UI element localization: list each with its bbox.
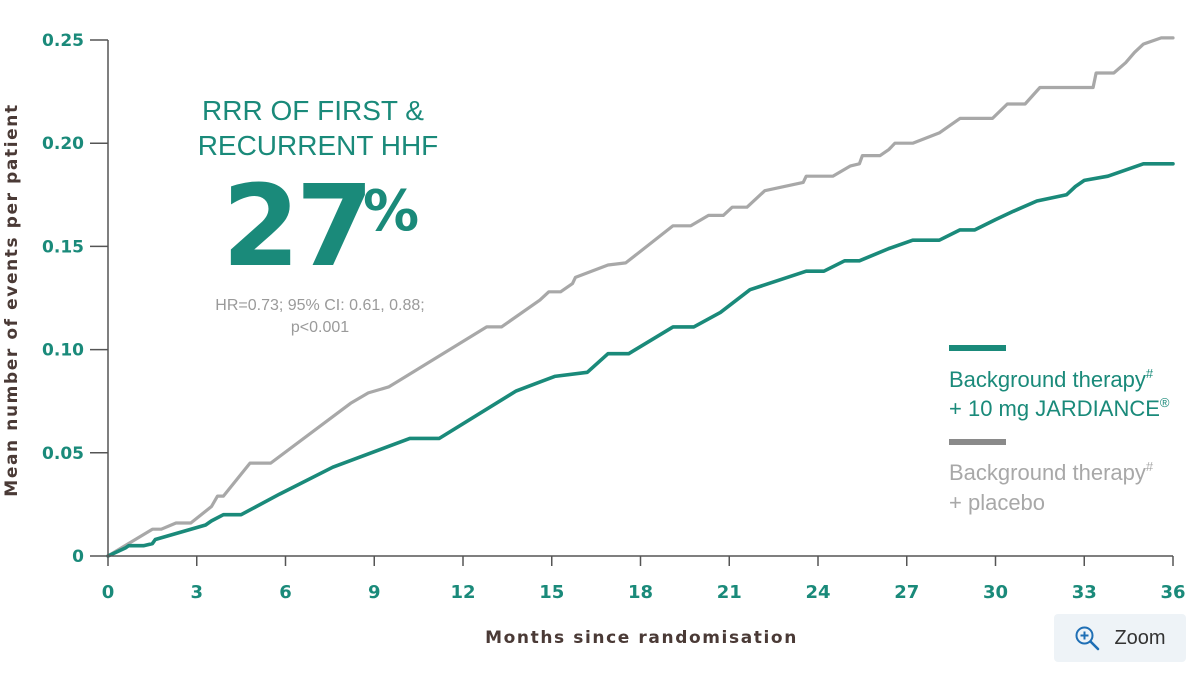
legend: Background therapy# + 10 mg JARDIANCE® B… [949,345,1170,515]
x-tick-label: 18 [628,582,653,603]
x-tick-label: 12 [450,582,475,603]
y-tick-label: 0 [72,547,84,567]
x-tick-label: 9 [368,582,381,603]
annotation-value: 27 [222,162,370,292]
y-tick-label: 0.05 [42,444,84,464]
zoom-in-icon [1075,626,1100,651]
legend-label-jardiance-line1: Background therapy# [949,366,1154,392]
annotation-stats-line1: HR=0.73; 95% CI: 0.61, 0.88; [215,297,424,314]
y-tick-label: 0.15 [42,237,84,257]
x-tick-label: 6 [279,582,292,603]
x-tick-label: 21 [717,582,742,603]
annotation-stats-line2: p<0.001 [291,319,349,336]
x-tick-label: 27 [894,582,919,603]
legend-label-jardiance-line2: + 10 mg JARDIANCE® [949,395,1170,421]
series-layer [106,36,1175,558]
annotation-title-line1: RRR OF FIRST & [202,95,424,126]
x-tick-label: 24 [805,582,830,603]
x-axis-title: Months since randomisation [485,628,798,648]
series-line-jardiance [106,162,1175,558]
annotation-unit: % [363,179,419,244]
x-tick-label: 36 [1160,582,1185,603]
zoom-label: Zoom [1114,626,1166,649]
legend-label-placebo-line2: + placebo [949,490,1045,515]
annotation-title-line2: RECURRENT HHF [198,130,439,161]
y-tick-label: 0.10 [42,341,84,361]
y-tick-label: 0.20 [42,134,84,154]
x-tick-label: 0 [102,582,115,603]
axes-layer: 00.050.100.150.200.250 3 6 9 12 15 18 21 24 27 30 3… [2,31,1186,648]
x-tick-label: 3 [190,582,203,603]
series-line-placebo [106,36,1175,558]
y-axis-title: Mean number of events per patient [2,103,22,496]
x-tick-label: 33 [1072,582,1097,603]
x-tick-label: 30 [983,582,1008,603]
y-tick-label: 0.25 [42,31,84,51]
x-tick-label: 15 [539,582,564,603]
legend-label-placebo-line1: Background therapy# [949,459,1154,485]
zoom-button[interactable]: Zoom [1054,614,1186,662]
